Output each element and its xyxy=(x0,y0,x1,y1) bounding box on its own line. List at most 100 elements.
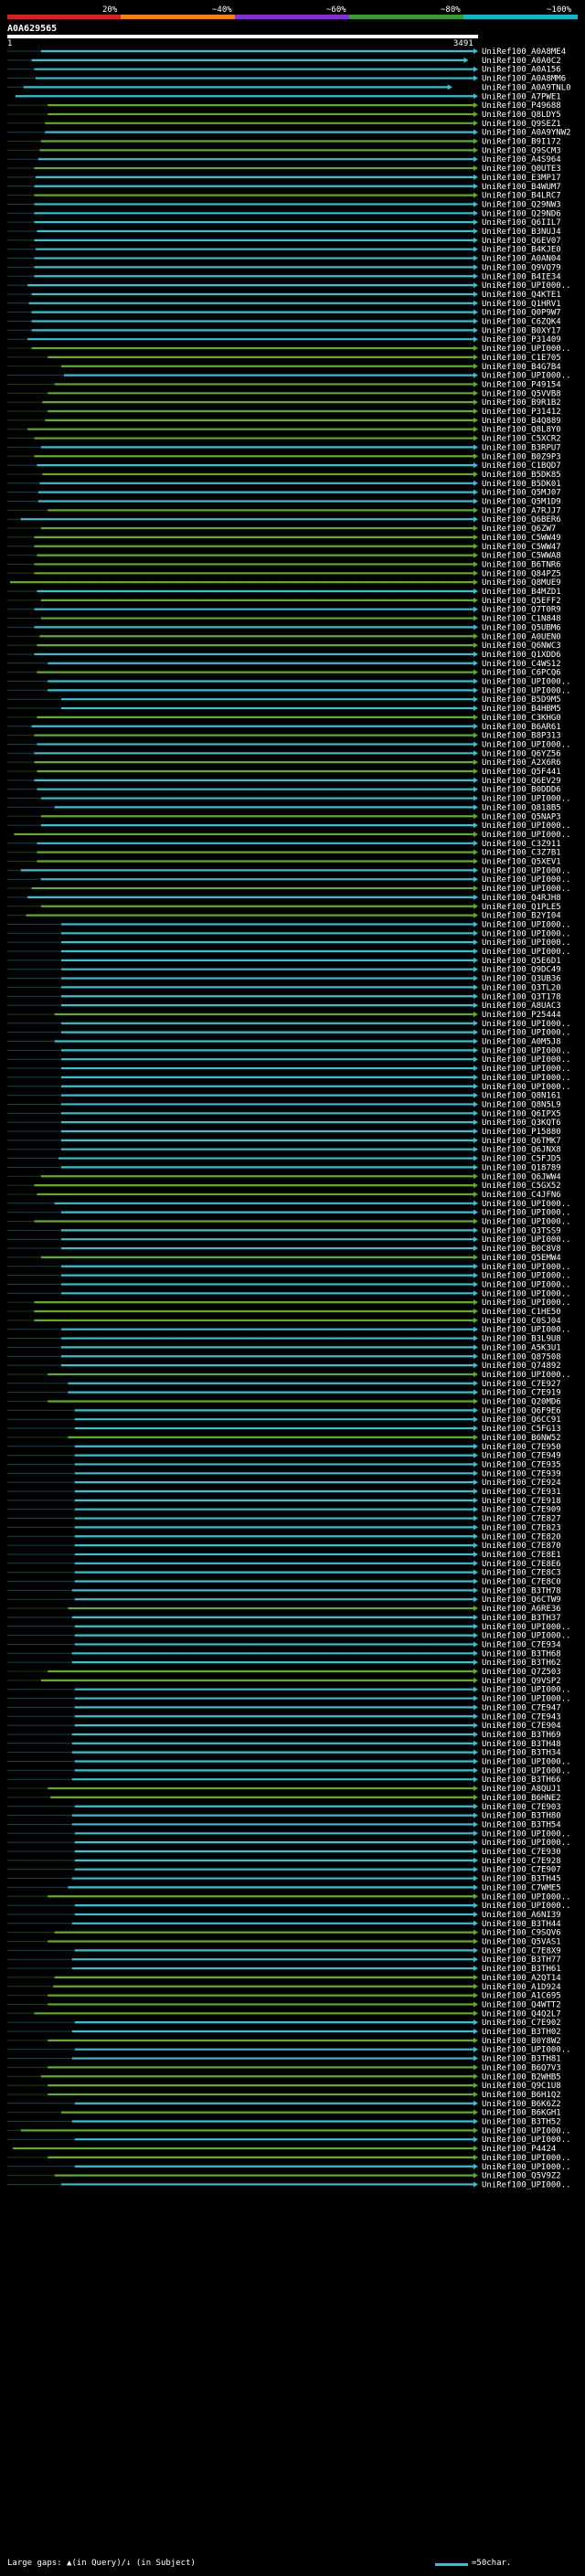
hit-label[interactable]: UniRef100_C7E919 xyxy=(482,1389,561,1398)
hit-row[interactable]: UniRef100_B3RPU7 xyxy=(7,443,561,452)
hit-row[interactable]: UniRef100_C7E8E1 xyxy=(7,1551,561,1560)
hit-label[interactable]: UniRef100_C7E930 xyxy=(482,1848,561,1857)
hit-label[interactable]: UniRef100_Q5VAS1 xyxy=(482,1938,561,1947)
hit-row[interactable]: UniRef100_C7WME5 xyxy=(7,1883,561,1892)
hit-label[interactable]: UniRef100_A0A8ME4 xyxy=(482,48,566,57)
hit-label[interactable]: UniRef100_B0C8V8 xyxy=(482,1245,561,1254)
hit-row[interactable]: UniRef100_Q6ZW7 xyxy=(7,525,556,534)
hit-row[interactable]: UniRef100_C1E705 xyxy=(7,354,561,363)
hit-label[interactable]: UniRef100_B3TH66 xyxy=(482,1776,561,1785)
hit-label[interactable]: UniRef100_UPI000.. xyxy=(482,1299,571,1308)
hit-label[interactable]: UniRef100_Q8N5L9 xyxy=(482,1100,561,1109)
hit-label[interactable]: UniRef100_B3TH45 xyxy=(482,1875,561,1884)
hit-label[interactable]: UniRef100_P49688 xyxy=(482,101,561,111)
hit-row[interactable]: UniRef100_Q74892 xyxy=(7,1362,561,1371)
hit-row[interactable]: UniRef100_B0DDD6 xyxy=(7,786,561,795)
hit-label[interactable]: UniRef100_C1E705 xyxy=(482,354,561,363)
hit-row[interactable]: UniRef100_A1D924 xyxy=(7,1983,561,1992)
hit-label[interactable]: UniRef100_Q29NW3 xyxy=(482,200,561,209)
hit-row[interactable]: UniRef100_B0C8V8 xyxy=(7,1245,561,1254)
hit-row[interactable]: UniRef100_Q1XDD6 xyxy=(7,651,561,660)
hit-label[interactable]: UniRef100_UPI000.. xyxy=(482,1766,571,1776)
hit-label[interactable]: UniRef100_UPI000.. xyxy=(482,1235,571,1245)
hit-row[interactable]: UniRef100_A5K3U1 xyxy=(7,1343,561,1352)
hit-row[interactable]: UniRef100_C0SJ04 xyxy=(7,1317,561,1326)
hit-row[interactable]: UniRef100_A8QUJ1 xyxy=(7,1785,561,1794)
hit-label[interactable]: UniRef100_UPI000.. xyxy=(482,866,571,875)
hit-row[interactable]: UniRef100_Q5XEV1 xyxy=(7,858,561,867)
hit-label[interactable]: UniRef100_C7E903 xyxy=(482,1803,561,1812)
hit-label[interactable]: UniRef100_C5WW49 xyxy=(482,534,561,543)
hit-row[interactable]: UniRef100_UPI000.. xyxy=(7,2046,571,2055)
hit-label[interactable]: UniRef100_C7WME5 xyxy=(482,1883,561,1892)
hit-label[interactable]: UniRef100_A4S964 xyxy=(482,155,561,164)
hit-label[interactable]: UniRef100_Q9SCM3 xyxy=(482,146,561,155)
hit-row[interactable]: UniRef100_Q6EV07 xyxy=(7,237,561,246)
hit-row[interactable]: UniRef100_Q9VQ79 xyxy=(7,263,561,272)
hit-label[interactable]: UniRef100_A8UAC3 xyxy=(482,1002,561,1011)
hit-label[interactable]: UniRef100_Q7T0R9 xyxy=(482,606,561,615)
hit-label[interactable]: UniRef100_Q1XDD6 xyxy=(482,651,561,660)
hit-row[interactable]: UniRef100_Q87508 xyxy=(7,1352,561,1362)
hit-label[interactable]: UniRef100_Q4KTE1 xyxy=(482,291,561,300)
hit-row[interactable]: UniRef100_B6K6Z2 xyxy=(7,2100,561,2109)
hit-row[interactable]: UniRef100_B3TH62 xyxy=(7,1659,561,1668)
hit-row[interactable]: UniRef100_C5WW47 xyxy=(7,543,561,552)
hit-label[interactable]: UniRef100_Q6F9E6 xyxy=(482,1406,561,1415)
hit-label[interactable]: UniRef100_B0Y8W2 xyxy=(482,2037,561,2046)
hit-row[interactable]: UniRef100_B4G7B4 xyxy=(7,363,561,372)
hit-row[interactable]: UniRef100_UPI000.. xyxy=(7,2126,571,2136)
hit-label[interactable]: UniRef100_UPI000.. xyxy=(482,1083,571,1092)
hit-row[interactable]: UniRef100_C5WW49 xyxy=(7,534,561,543)
hit-label[interactable]: UniRef100_C7E820 xyxy=(482,1532,561,1542)
hit-label[interactable]: UniRef100_B0Z9P3 xyxy=(482,452,561,461)
hit-row[interactable]: UniRef100_UPI000.. xyxy=(7,1083,571,1092)
hit-label[interactable]: UniRef100_C7E924 xyxy=(482,1479,561,1488)
hit-label[interactable]: UniRef100_A7RJJ7 xyxy=(482,506,561,515)
hit-label[interactable]: UniRef100_B0XY17 xyxy=(482,326,561,335)
hit-label[interactable]: UniRef100_UPI000.. xyxy=(482,1632,571,1641)
hit-row[interactable]: UniRef100_UPI000.. xyxy=(7,2154,571,2163)
hit-label[interactable]: UniRef100_B5DK85 xyxy=(482,471,561,480)
hit-row[interactable]: UniRef100_UPI000.. xyxy=(7,1326,571,1335)
hit-label[interactable]: UniRef100_B5DK01 xyxy=(482,480,561,489)
hit-label[interactable]: UniRef100_A7PWE1 xyxy=(482,92,561,101)
hit-label[interactable]: UniRef100_B9I172 xyxy=(482,138,561,147)
hit-label[interactable]: UniRef100_Q8LDY5 xyxy=(482,111,561,120)
hit-row[interactable]: UniRef100_C1BQD7 xyxy=(7,461,561,471)
hit-row[interactable]: UniRef100_UPI000.. xyxy=(7,1272,571,1281)
hit-row[interactable]: UniRef100_C7E931 xyxy=(7,1488,561,1497)
hit-label[interactable]: UniRef100_B3NUJ4 xyxy=(482,228,561,237)
hit-label[interactable]: UniRef100_UPI000.. xyxy=(482,1623,571,1632)
hit-label[interactable]: UniRef100_A0M5J8 xyxy=(482,1038,561,1047)
hit-row[interactable]: UniRef100_A7PWE1 xyxy=(15,92,561,101)
hit-row[interactable]: UniRef100_Q5VAS1 xyxy=(7,1938,561,1947)
hit-row[interactable]: UniRef100_UPI000.. xyxy=(7,2180,571,2189)
hit-label[interactable]: UniRef100_C7E8X9 xyxy=(482,1946,561,1956)
hit-label[interactable]: UniRef100_C7E931 xyxy=(482,1488,561,1497)
hit-label[interactable]: UniRef100_UPI000.. xyxy=(482,1758,571,1767)
hit-row[interactable]: UniRef100_C7E949 xyxy=(7,1452,561,1461)
hit-row[interactable]: UniRef100_B6AR61 xyxy=(7,723,561,732)
hit-label[interactable]: UniRef100_B3TH81 xyxy=(482,2055,561,2064)
hit-row[interactable]: UniRef100_UPI000.. xyxy=(7,740,571,749)
hit-row[interactable]: UniRef100_A0A156 xyxy=(7,66,561,75)
hit-row[interactable]: UniRef100_UPI000.. xyxy=(7,929,571,938)
hit-row[interactable]: UniRef100_Q0UTE3 xyxy=(7,164,561,174)
hit-row[interactable]: UniRef100_UPI000.. xyxy=(7,1200,571,1209)
hit-row[interactable]: UniRef100_Q84PZ5 xyxy=(7,569,561,578)
hit-label[interactable]: UniRef100_C7E907 xyxy=(482,1866,561,1875)
hit-row[interactable]: UniRef100_B3TH52 xyxy=(7,2118,561,2127)
hit-label[interactable]: UniRef100_Q4Q2L7 xyxy=(482,2009,561,2019)
hit-row[interactable]: UniRef100_UPI000.. xyxy=(7,875,571,885)
hit-row[interactable]: UniRef100_B3TH61 xyxy=(7,1965,561,1974)
hit-label[interactable]: UniRef100_B6AR61 xyxy=(482,723,561,732)
hit-label[interactable]: UniRef100_UPI000.. xyxy=(482,1280,571,1289)
hit-row[interactable]: UniRef100_C7E928 xyxy=(7,1857,561,1866)
hit-label[interactable]: UniRef100_C3Z911 xyxy=(482,840,561,849)
hit-label[interactable]: UniRef100_UPI000.. xyxy=(482,875,571,885)
hit-label[interactable]: UniRef100_A6NI39 xyxy=(482,1911,561,1920)
hit-label[interactable]: UniRef100_Q6JNX8 xyxy=(482,1146,561,1155)
hit-label[interactable]: UniRef100_B6NW52 xyxy=(482,1434,561,1443)
hit-row[interactable]: UniRef100_Q5F441 xyxy=(7,768,561,777)
